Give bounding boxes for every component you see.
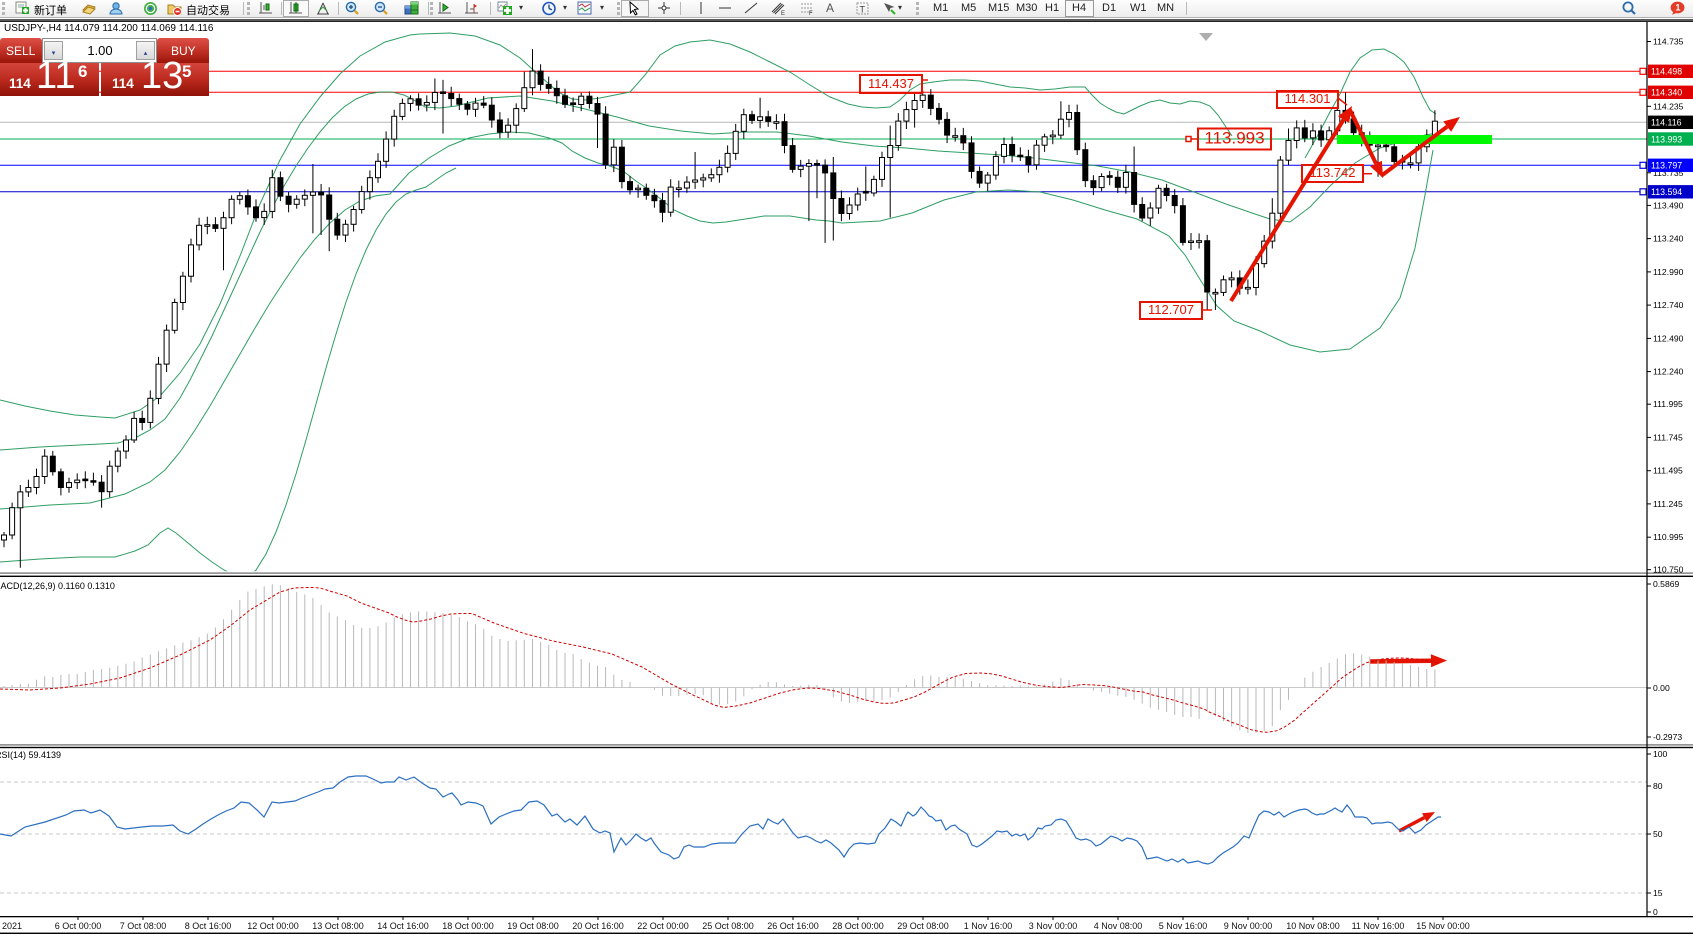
- svg-text:3 Nov 00:00: 3 Nov 00:00: [1029, 921, 1078, 931]
- svg-text:113.797: 113.797: [1651, 161, 1682, 171]
- svg-text:114.437: 114.437: [868, 76, 914, 91]
- svg-text:MACD(12,26,9) 0.1160 0.1310: MACD(12,26,9) 0.1160 0.1310: [0, 581, 115, 591]
- svg-text:112.490: 112.490: [1653, 333, 1684, 343]
- svg-text:10 Nov 08:00: 10 Nov 08:00: [1286, 921, 1340, 931]
- svg-text:29 Oct 08:00: 29 Oct 08:00: [897, 921, 949, 931]
- svg-text:20 Oct 16:00: 20 Oct 16:00: [572, 921, 624, 931]
- svg-text:12 Oct 00:00: 12 Oct 00:00: [247, 921, 299, 931]
- svg-text:114.116: 114.116: [1651, 118, 1682, 128]
- svg-text:1 Nov 16:00: 1 Nov 16:00: [964, 921, 1013, 931]
- svg-text:13 Oct 08:00: 13 Oct 08:00: [312, 921, 364, 931]
- svg-text:0.00: 0.00: [1653, 683, 1670, 693]
- svg-text:5 Nov 16:00: 5 Nov 16:00: [1159, 921, 1208, 931]
- svg-text:50: 50: [1653, 829, 1663, 839]
- svg-text:111.495: 111.495: [1653, 466, 1683, 476]
- svg-text:113.735: 113.735: [1653, 168, 1684, 178]
- svg-text:114.498: 114.498: [1651, 67, 1682, 77]
- svg-text:0.5869: 0.5869: [1653, 579, 1680, 589]
- svg-text:4 Nov 08:00: 4 Nov 08:00: [1094, 921, 1143, 931]
- svg-text:113.993: 113.993: [1651, 134, 1682, 144]
- svg-text:113.594: 113.594: [1651, 187, 1682, 197]
- svg-text:111.745: 111.745: [1653, 432, 1683, 442]
- svg-text:113.993: 113.993: [1204, 129, 1264, 148]
- svg-text:14 Oct 16:00: 14 Oct 16:00: [377, 921, 429, 931]
- svg-text:110.995: 110.995: [1653, 532, 1684, 542]
- svg-text:113.742: 113.742: [1309, 165, 1355, 180]
- svg-text:114.735: 114.735: [1653, 37, 1684, 47]
- svg-text:0: 0: [1653, 907, 1658, 917]
- svg-text:114.340: 114.340: [1651, 88, 1682, 98]
- svg-text:113.240: 113.240: [1653, 234, 1684, 244]
- svg-text:25 Oct 08:00: 25 Oct 08:00: [702, 921, 754, 931]
- svg-text:6 Oct 00:00: 6 Oct 00:00: [55, 921, 102, 931]
- svg-text:T: T: [860, 5, 866, 15]
- svg-text:80: 80: [1653, 781, 1663, 791]
- svg-text:110.750: 110.750: [1653, 565, 1684, 575]
- svg-text:11 Nov 16:00: 11 Nov 16:00: [1352, 921, 1405, 931]
- svg-text:112.740: 112.740: [1653, 300, 1684, 310]
- svg-text:18 Oct 00:00: 18 Oct 00:00: [442, 921, 494, 931]
- svg-text:2021: 2021: [2, 921, 22, 931]
- svg-text:113.490: 113.490: [1653, 200, 1684, 210]
- svg-text:RSI(14) 59.4139: RSI(14) 59.4139: [0, 750, 61, 760]
- svg-text:100: 100: [1653, 749, 1668, 759]
- svg-text:F: F: [809, 11, 813, 16]
- svg-text:19 Oct 08:00: 19 Oct 08:00: [507, 921, 559, 931]
- svg-text:USDJPY-,H4 114.079 114.200 11: USDJPY-,H4 114.079 114.200 114.069 114.1…: [4, 23, 214, 34]
- svg-text:15: 15: [1653, 888, 1663, 898]
- svg-text:112.240: 112.240: [1653, 367, 1684, 377]
- svg-text:-0.2973: -0.2973: [1653, 732, 1682, 742]
- svg-text:111.245: 111.245: [1653, 499, 1683, 509]
- svg-text:26 Oct 16:00: 26 Oct 16:00: [767, 921, 819, 931]
- svg-text:112.990: 112.990: [1653, 267, 1684, 277]
- svg-text:15 Nov 00:00: 15 Nov 00:00: [1416, 921, 1470, 931]
- svg-text:8 Oct 16:00: 8 Oct 16:00: [185, 921, 232, 931]
- svg-text:28 Oct 00:00: 28 Oct 00:00: [832, 921, 884, 931]
- svg-text:114.301: 114.301: [1284, 91, 1330, 106]
- svg-text:7 Oct 08:00: 7 Oct 08:00: [120, 921, 167, 931]
- svg-text:22 Oct 00:00: 22 Oct 00:00: [637, 921, 689, 931]
- svg-text:114.235: 114.235: [1653, 101, 1684, 111]
- svg-text:112.707: 112.707: [1148, 302, 1194, 317]
- svg-text:E: E: [781, 11, 785, 16]
- svg-text:9 Nov 00:00: 9 Nov 00:00: [1224, 921, 1273, 931]
- svg-text:1: 1: [1675, 3, 1680, 13]
- svg-text:111.995: 111.995: [1653, 399, 1683, 409]
